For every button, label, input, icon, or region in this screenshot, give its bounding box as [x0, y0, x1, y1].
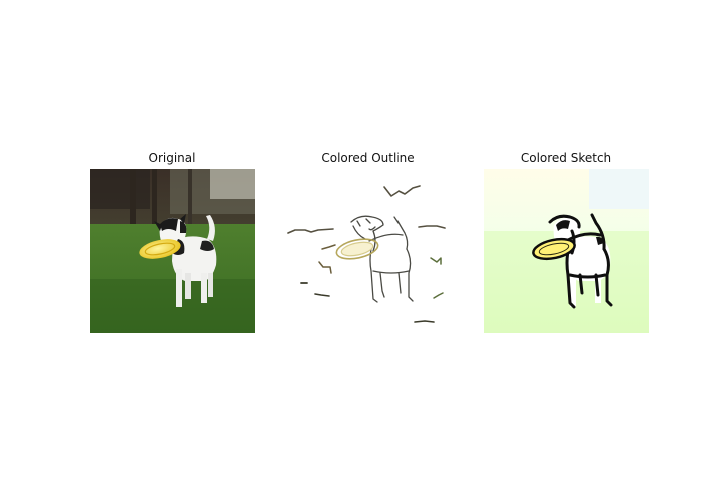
panel-title-colored-sketch: Colored Sketch: [520, 151, 612, 165]
original-dog-photo: [90, 169, 255, 333]
colored-outline-image: [287, 169, 452, 333]
panel-title-colored-outline: Colored Outline: [321, 151, 415, 165]
panel-title-original: Original: [148, 151, 196, 165]
colored-sketch-image: [484, 169, 649, 333]
